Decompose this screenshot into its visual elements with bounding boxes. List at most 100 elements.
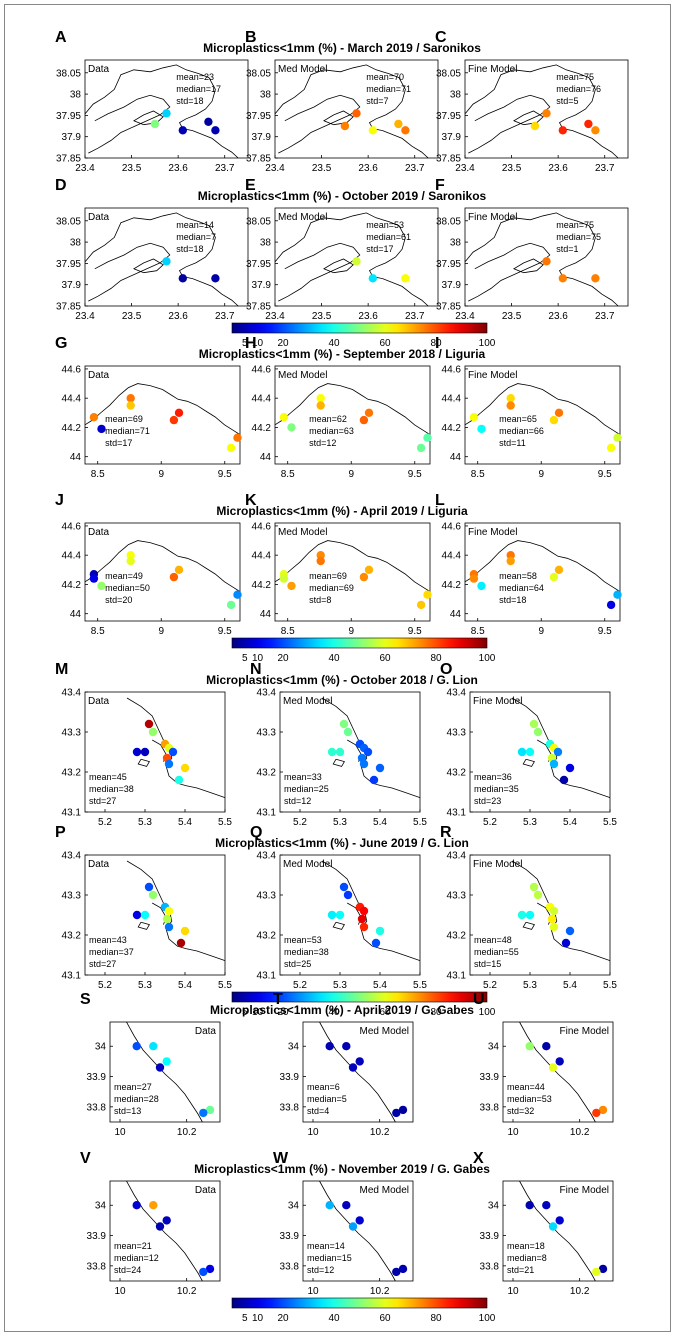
stat-mean: mean=62 — [309, 414, 347, 424]
x-tick-label: 5.3 — [138, 980, 152, 991]
panel-letter: A — [55, 29, 67, 46]
stat-mean: mean=49 — [105, 571, 143, 581]
data-point — [325, 1042, 334, 1051]
coastline — [513, 258, 544, 274]
x-tick-label: 10 — [114, 1127, 126, 1138]
y-tick-label: 44.4 — [252, 551, 272, 562]
panel-letter: B — [245, 29, 257, 46]
x-tick-label: 5.4 — [373, 817, 387, 828]
stat-std: std=23 — [474, 796, 501, 806]
plot-frame — [84, 59, 249, 159]
data-point — [211, 126, 220, 135]
panel-m: M 5.2 5.3 5.4 5.5 43.1 43.2 43.3 43.4 Data mean=45… — [55, 661, 232, 828]
colorbar-tick-label: 100 — [479, 1007, 496, 1018]
x-tick-label: 9 — [158, 469, 164, 480]
data-point — [469, 413, 479, 422]
stat-median: median=17 — [176, 84, 221, 94]
data-point — [363, 747, 373, 757]
y-tick-label: 38 — [260, 90, 272, 101]
y-tick-label: 37.9 — [62, 132, 82, 143]
y-tick-label: 37.9 — [442, 280, 462, 291]
data-point — [392, 1108, 401, 1118]
data-point — [211, 274, 220, 283]
colorbar-tick-label: 20 — [277, 1313, 289, 1324]
x-tick-label: 8.5 — [471, 626, 485, 637]
data-point — [205, 1264, 215, 1274]
plot-frame — [302, 1180, 414, 1282]
stat-std: std=24 — [114, 1265, 141, 1275]
data-point — [287, 581, 296, 591]
data-point — [355, 1216, 364, 1225]
colorbar — [231, 991, 488, 1003]
y-tick-label: 43.2 — [257, 931, 277, 942]
x-tick-label: 5.3 — [523, 980, 537, 991]
data-point — [416, 600, 426, 610]
panel-letter: O — [440, 661, 452, 678]
panel-l: L 8.5 9 9.5 44 44.2 44.4 44.6 Fine Model mean=58 m… — [435, 492, 622, 637]
plot-frame — [464, 522, 621, 622]
data-point — [279, 413, 289, 422]
colorbar-tick-label: 10 — [252, 338, 264, 349]
plot-frame — [109, 1180, 221, 1282]
panel-c: C 23.4 23.5 23.6 23.7 37.85 37.9 37.95 38 38.05 Fi… — [435, 29, 629, 174]
stat-mean: mean=53 — [284, 935, 322, 945]
data-point — [401, 126, 410, 135]
colorbar-tick-label: 20 — [277, 1007, 289, 1018]
y-tick-label: 44.6 — [442, 364, 462, 375]
data-point — [205, 1105, 215, 1115]
y-tick-label: 44 — [70, 452, 82, 463]
panel-label: Data — [88, 370, 110, 381]
data-point — [162, 1216, 171, 1225]
data-point — [343, 890, 353, 900]
y-tick-label: 43.1 — [62, 808, 82, 819]
x-tick-label: 23.6 — [358, 311, 378, 322]
plot-frame — [109, 1021, 221, 1123]
y-tick-label: 37.85 — [436, 154, 461, 165]
data-point — [555, 1216, 564, 1225]
stat-median: median=25 — [284, 784, 329, 794]
data-point — [327, 747, 337, 757]
data-point — [549, 906, 559, 916]
colorbar-tick-label: 40 — [328, 1313, 340, 1324]
colorbar — [231, 322, 488, 334]
data-point — [359, 415, 369, 425]
y-tick-label: 34 — [95, 1042, 107, 1053]
data-point — [149, 1042, 158, 1051]
colorbar-tick-label: 40 — [328, 653, 340, 664]
data-point — [359, 572, 369, 582]
panel-letter: P — [55, 824, 66, 841]
section-title: Microplastics<1mm (%) - October 2018 / G… — [206, 673, 478, 687]
x-tick-label: 9 — [538, 626, 544, 637]
coastline — [84, 64, 239, 159]
data-point — [180, 926, 190, 936]
data-point — [517, 910, 527, 920]
panel-o: O 5.2 5.3 5.4 5.5 43.1 43.2 43.3 43.4 Fine Model m… — [440, 661, 617, 828]
data-point — [554, 408, 564, 417]
panel-h: H 8.5 9 9.5 44 44.2 44.4 44.6 Med Model mean=62 me… — [245, 335, 432, 480]
y-tick-label: 44.6 — [442, 521, 462, 532]
section-gabes-nov: Microplastics<1mm (%) - November 2019 / … — [80, 1150, 614, 1324]
data-point — [176, 938, 186, 948]
section-liguria-sep: Microplastics<1mm (%) - September 2018 /… — [55, 335, 622, 480]
y-tick-label: 43.3 — [447, 891, 467, 902]
data-point — [343, 727, 353, 737]
coastline — [274, 540, 431, 592]
panel-label: Med Model — [283, 859, 332, 870]
coastline — [332, 758, 346, 767]
data-point — [606, 443, 616, 453]
panel-label: Med Model — [278, 370, 327, 381]
data-point — [226, 443, 236, 453]
data-point — [325, 1201, 334, 1210]
stat-median: median=8 — [507, 1253, 547, 1263]
stat-std: std=17 — [366, 244, 393, 254]
data-point — [178, 274, 187, 283]
panel-letter: X — [473, 1150, 484, 1167]
y-tick-label: 44.2 — [62, 580, 82, 591]
data-point — [375, 763, 385, 773]
data-point — [506, 394, 515, 403]
data-point — [132, 910, 142, 920]
y-tick-label: 43.2 — [447, 931, 467, 942]
data-point — [140, 910, 150, 920]
coastline — [522, 758, 536, 767]
